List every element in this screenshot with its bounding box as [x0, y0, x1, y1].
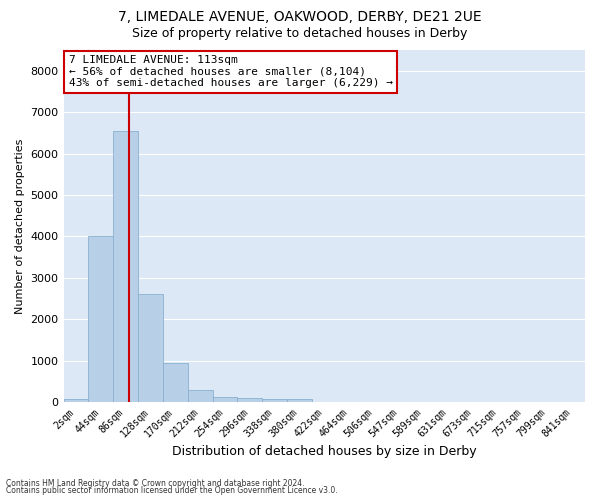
- Bar: [163, 362, 188, 402]
- Text: Contains public sector information licensed under the Open Government Licence v3: Contains public sector information licen…: [6, 486, 338, 495]
- Bar: [64, 399, 88, 402]
- Text: Contains HM Land Registry data © Crown copyright and database right 2024.: Contains HM Land Registry data © Crown c…: [6, 478, 305, 488]
- Bar: [138, 294, 163, 402]
- Text: 7 LIMEDALE AVENUE: 113sqm
← 56% of detached houses are smaller (8,104)
43% of se: 7 LIMEDALE AVENUE: 113sqm ← 56% of detac…: [69, 56, 393, 88]
- Bar: [262, 399, 287, 402]
- Bar: [113, 131, 138, 402]
- X-axis label: Distribution of detached houses by size in Derby: Distribution of detached houses by size …: [172, 444, 476, 458]
- Y-axis label: Number of detached properties: Number of detached properties: [15, 138, 25, 314]
- Bar: [238, 398, 262, 402]
- Bar: [287, 399, 312, 402]
- Bar: [188, 390, 212, 402]
- Text: Size of property relative to detached houses in Derby: Size of property relative to detached ho…: [133, 28, 467, 40]
- Text: 7, LIMEDALE AVENUE, OAKWOOD, DERBY, DE21 2UE: 7, LIMEDALE AVENUE, OAKWOOD, DERBY, DE21…: [118, 10, 482, 24]
- Bar: [88, 236, 113, 402]
- Bar: [212, 397, 238, 402]
